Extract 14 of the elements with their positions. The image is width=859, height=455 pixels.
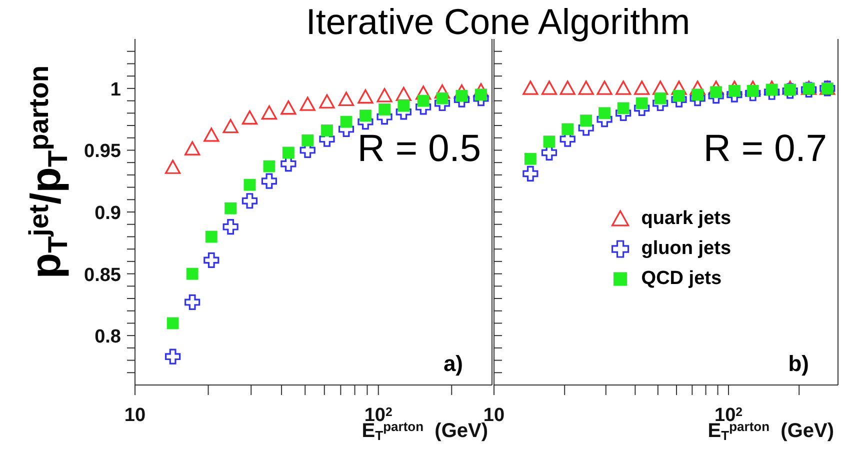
- legend-label: gluon jets: [641, 238, 732, 260]
- y-tick-label: 0.95: [84, 141, 122, 162]
- y-tick-label: 0.9: [94, 203, 121, 224]
- legend-label: QCD jets: [641, 268, 722, 290]
- y-tick-label: 0.8: [94, 326, 121, 348]
- y-tick-label: 1: [110, 79, 122, 100]
- x-tick-label: 10: [124, 405, 146, 426]
- annotation: R = 0.5: [357, 128, 481, 171]
- y-tick-label: 0.85: [84, 264, 122, 286]
- annotation: b): [788, 351, 809, 377]
- chart-title: Iterative Cone Algorithm: [304, 7, 692, 42]
- annotation: a): [443, 351, 463, 377]
- annotation: R = 0.7: [703, 128, 827, 171]
- legend-label: quark jets: [641, 208, 732, 230]
